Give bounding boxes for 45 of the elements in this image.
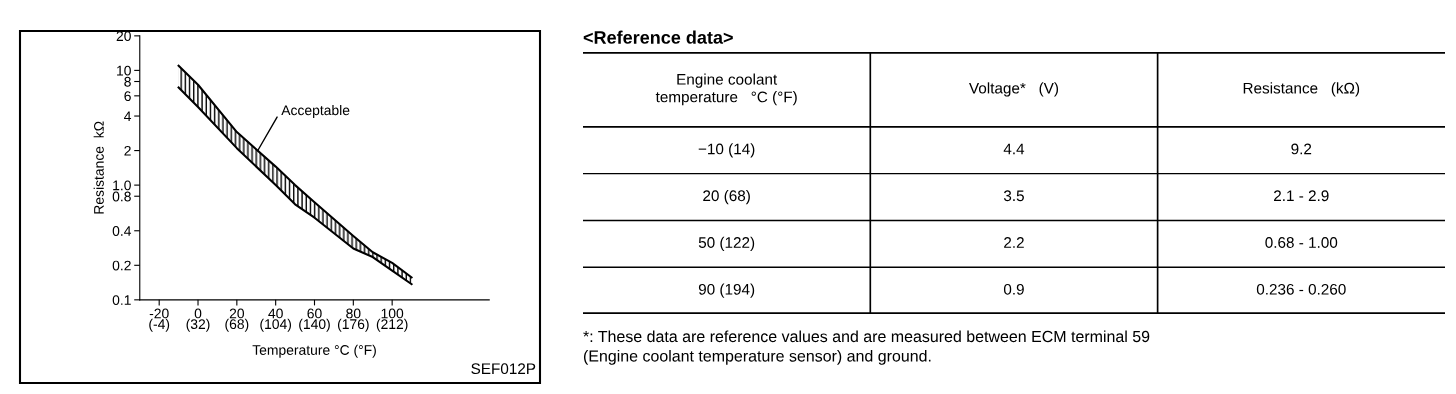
x-tick-label: -20 (149, 308, 169, 319)
x-tick-label: 0 (194, 308, 202, 319)
text: 50 (122) (698, 236, 755, 251)
x2-tick-label: (68) (225, 318, 249, 332)
text: 20 (68) (703, 189, 750, 205)
x-tick-label: 100 (381, 308, 404, 319)
text: *: These data are reference values and are measured between ECM terminal 59 (Engine coolant temperature sensor) and ground. (583, 330, 1150, 365)
x-tick-label: 80 (346, 308, 361, 319)
x2-tick-label: (212) (376, 318, 408, 332)
y-tick-label: 0.1 (112, 295, 131, 305)
x2-tick-label: (-4) (149, 318, 170, 332)
x2-tick-label: (32) (186, 318, 210, 332)
text: <Reference data> (583, 30, 733, 44)
x-axis-title: Temperature °C (°F) (252, 344, 376, 358)
text: 0.9 (1003, 283, 1024, 295)
y-tick-label: 0.8 (112, 191, 131, 202)
x2-tick-label: (176) (337, 318, 369, 332)
y-tick-label: 4 (124, 111, 132, 122)
y-tick-label: 10 (117, 65, 131, 76)
x2-tick-label: (140) (299, 318, 330, 332)
text: −10 (14) (698, 143, 755, 158)
text: SEF012P (471, 363, 536, 375)
text: 0.236 - 0.260 (1256, 283, 1346, 295)
x-tick-label: 40 (268, 308, 283, 319)
category-label: Engine coolant temperature °C (°F) (655, 73, 797, 106)
y-tick-label: 0.4 (112, 226, 132, 236)
text: 9.2 (1291, 143, 1312, 155)
y-tick-label: 8 (124, 76, 131, 87)
y-tick-label: 6 (124, 91, 131, 102)
y-tick-label: 1.0 (113, 180, 131, 191)
y-axis-title: Resistance kΩ (93, 121, 104, 214)
y-tick-label: 2 (124, 145, 131, 156)
category-label: Voltage* (V) (969, 82, 1059, 97)
text: 90 (194) (698, 283, 755, 298)
x2-tick-label: (104) (260, 318, 292, 332)
x-tick-label: 60 (307, 308, 322, 319)
text: 4.4 (1003, 143, 1025, 155)
text: 0.68 - 1.00 (1265, 237, 1338, 248)
y-tick-label: 0.2 (112, 260, 131, 271)
text: 3.5 (1003, 190, 1024, 202)
annotation: Acceptable (281, 104, 350, 118)
x-tick-label: 20 (229, 308, 245, 319)
text: 2.1 - 2.9 (1274, 190, 1329, 202)
text: 2.2 (1004, 237, 1024, 248)
category-label: Resistance (kΩ) (1243, 82, 1360, 97)
